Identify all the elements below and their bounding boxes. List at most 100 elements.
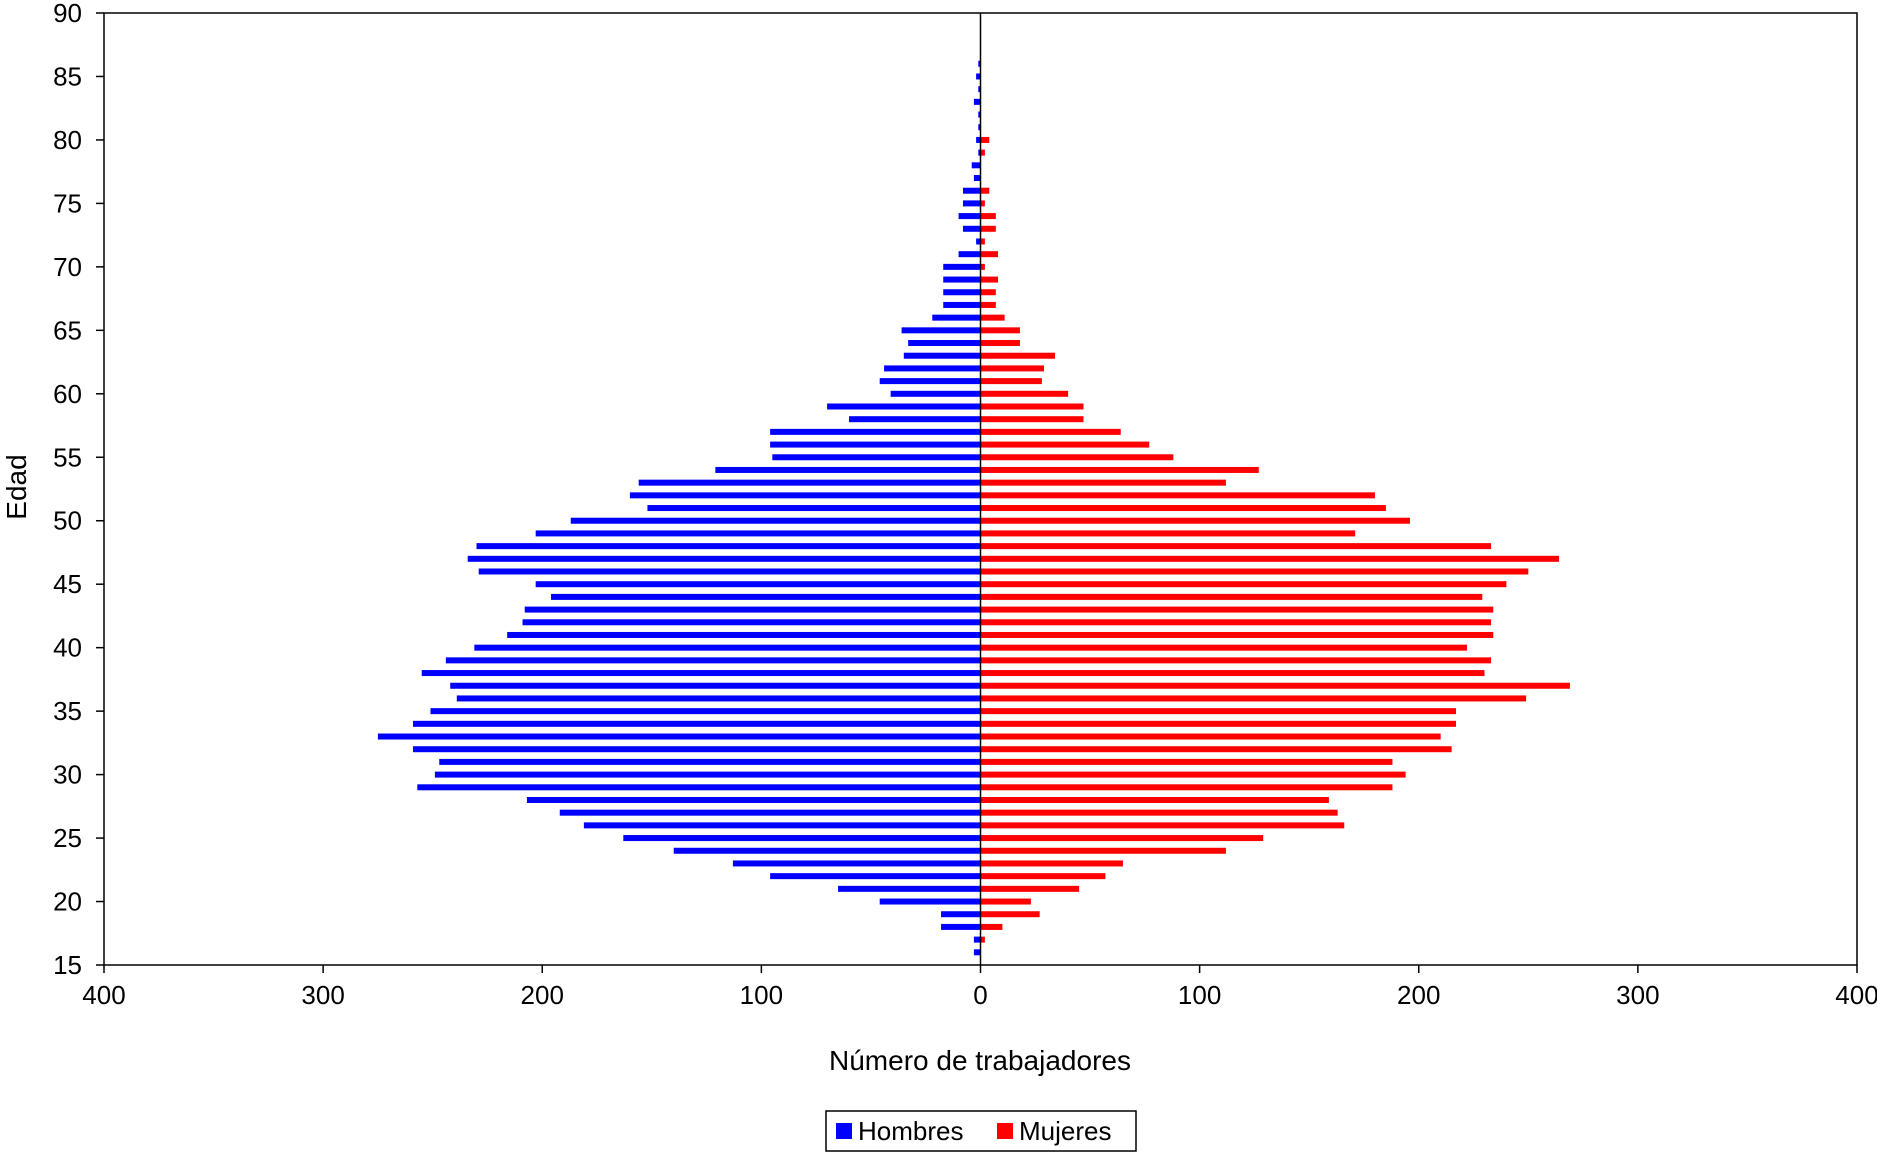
bar-hombres-age-52 bbox=[629, 492, 981, 499]
bar-hombres-age-69 bbox=[943, 276, 981, 283]
bar-hombres-age-32 bbox=[412, 746, 981, 753]
bar-mujeres-age-65 bbox=[980, 327, 1020, 334]
y-tick-label: 50 bbox=[53, 506, 82, 536]
bar-hombres-age-73 bbox=[962, 225, 981, 232]
tick-labels: 400 300 200 100 0 100 200 300 400152025303540455… bbox=[53, 0, 1877, 1010]
bar-hombres-age-42 bbox=[522, 619, 981, 626]
bar-hombres-age-75 bbox=[962, 200, 981, 207]
bar-mujeres-age-17 bbox=[980, 936, 985, 943]
bar-hombres-age-60 bbox=[890, 390, 981, 397]
bar-mujeres-age-18 bbox=[980, 923, 1003, 930]
bar-hombres-age-16 bbox=[973, 949, 981, 956]
bar-hombres-age-86 bbox=[978, 60, 981, 67]
bar-hombres-age-53 bbox=[638, 479, 981, 486]
x-tick-label: 300 bbox=[301, 980, 344, 1010]
bar-hombres-age-33 bbox=[377, 733, 981, 740]
y-tick-label: 65 bbox=[53, 315, 82, 345]
bar-hombres-age-55 bbox=[772, 454, 981, 461]
bar-hombres-age-21 bbox=[838, 885, 981, 892]
bar-mujeres-age-55 bbox=[980, 454, 1174, 461]
bar-mujeres-age-57 bbox=[980, 428, 1121, 435]
bar-hombres-age-20 bbox=[879, 898, 981, 905]
bar-hombres-age-78 bbox=[971, 162, 981, 169]
bar-mujeres-age-69 bbox=[980, 276, 999, 283]
bar-hombres-age-35 bbox=[430, 708, 981, 715]
y-tick-label: 40 bbox=[53, 633, 82, 663]
y-tick-label: 85 bbox=[53, 61, 82, 91]
bar-hombres-age-76 bbox=[962, 187, 981, 194]
bar-hombres-age-31 bbox=[439, 758, 981, 765]
y-tick-label: 90 bbox=[53, 0, 82, 28]
bar-hombres-age-17 bbox=[973, 936, 981, 943]
bar-hombres-age-64 bbox=[908, 340, 981, 347]
bar-mujeres-age-24 bbox=[980, 847, 1226, 854]
y-tick-label: 35 bbox=[53, 696, 82, 726]
bar-mujeres-age-61 bbox=[980, 378, 1042, 385]
y-tick-label: 75 bbox=[53, 188, 82, 218]
bar-mujeres-age-43 bbox=[980, 606, 1494, 613]
y-tick-label: 30 bbox=[53, 760, 82, 790]
y-tick-label: 15 bbox=[53, 950, 82, 980]
bar-hombres-age-39 bbox=[445, 657, 981, 664]
bar-hombres-age-72 bbox=[976, 238, 981, 245]
x-tick-label: 100 bbox=[740, 980, 783, 1010]
bar-hombres-age-54 bbox=[715, 466, 981, 473]
bar-hombres-age-28 bbox=[526, 796, 981, 803]
bar-mujeres-age-53 bbox=[980, 479, 1226, 486]
bar-hombres-age-22 bbox=[770, 873, 981, 880]
bar-hombres-age-47 bbox=[467, 555, 981, 562]
bar-mujeres-age-25 bbox=[980, 835, 1264, 842]
bars-hombres bbox=[377, 60, 981, 956]
bar-mujeres-age-56 bbox=[980, 441, 1150, 448]
bar-mujeres-age-35 bbox=[980, 708, 1457, 715]
bar-mujeres-age-22 bbox=[980, 873, 1106, 880]
bar-mujeres-age-34 bbox=[980, 720, 1457, 727]
bar-mujeres-age-67 bbox=[980, 301, 996, 308]
legend-frame bbox=[825, 1110, 1137, 1152]
bar-mujeres-age-72 bbox=[980, 238, 985, 245]
bar-hombres-age-82 bbox=[978, 111, 981, 118]
y-axis-title: Edad bbox=[1, 454, 32, 519]
bar-hombres-age-80 bbox=[976, 136, 981, 143]
bar-hombres-age-43 bbox=[524, 606, 981, 613]
y-tick-label: 60 bbox=[53, 379, 82, 409]
x-tick-label: 300 bbox=[1616, 980, 1659, 1010]
bar-hombres-age-62 bbox=[884, 365, 981, 372]
bar-hombres-age-18 bbox=[941, 923, 981, 930]
bar-mujeres-age-64 bbox=[980, 340, 1020, 347]
x-tick-label: 400 bbox=[1835, 980, 1877, 1010]
bar-hombres-age-19 bbox=[941, 911, 981, 918]
bar-mujeres-age-31 bbox=[980, 758, 1393, 765]
bar-mujeres-age-21 bbox=[980, 885, 1080, 892]
bar-mujeres-age-76 bbox=[980, 187, 990, 194]
bar-mujeres-age-62 bbox=[980, 365, 1045, 372]
bar-hombres-age-68 bbox=[943, 289, 981, 296]
bar-hombres-age-57 bbox=[770, 428, 981, 435]
bar-hombres-age-46 bbox=[478, 568, 981, 575]
bar-mujeres-age-20 bbox=[980, 898, 1031, 905]
bar-mujeres-age-37 bbox=[980, 682, 1570, 689]
bar-mujeres-age-36 bbox=[980, 695, 1527, 702]
bar-mujeres-age-38 bbox=[980, 670, 1485, 677]
bar-mujeres-age-75 bbox=[980, 200, 985, 207]
bar-hombres-age-45 bbox=[535, 581, 981, 588]
bar-mujeres-age-33 bbox=[980, 733, 1441, 740]
bar-mujeres-age-47 bbox=[980, 555, 1559, 562]
bar-mujeres-age-58 bbox=[980, 416, 1084, 423]
bar-hombres-age-81 bbox=[978, 124, 981, 131]
axes bbox=[96, 12, 1858, 973]
x-tick-label: 0 bbox=[973, 980, 987, 1010]
x-tick-label: 200 bbox=[521, 980, 564, 1010]
bar-mujeres-age-30 bbox=[980, 771, 1406, 778]
y-tick-label: 70 bbox=[53, 252, 82, 282]
bar-mujeres-age-79 bbox=[980, 149, 985, 156]
legend: Hombres Mujeres bbox=[825, 1110, 1137, 1152]
bars-mujeres bbox=[980, 136, 1570, 943]
bar-hombres-age-25 bbox=[623, 835, 981, 842]
bar-mujeres-age-40 bbox=[980, 644, 1467, 651]
bar-hombres-age-51 bbox=[647, 505, 981, 512]
bar-mujeres-age-41 bbox=[980, 631, 1494, 638]
legend-swatch-hombres bbox=[836, 1123, 852, 1139]
y-tick-label: 55 bbox=[53, 442, 82, 472]
